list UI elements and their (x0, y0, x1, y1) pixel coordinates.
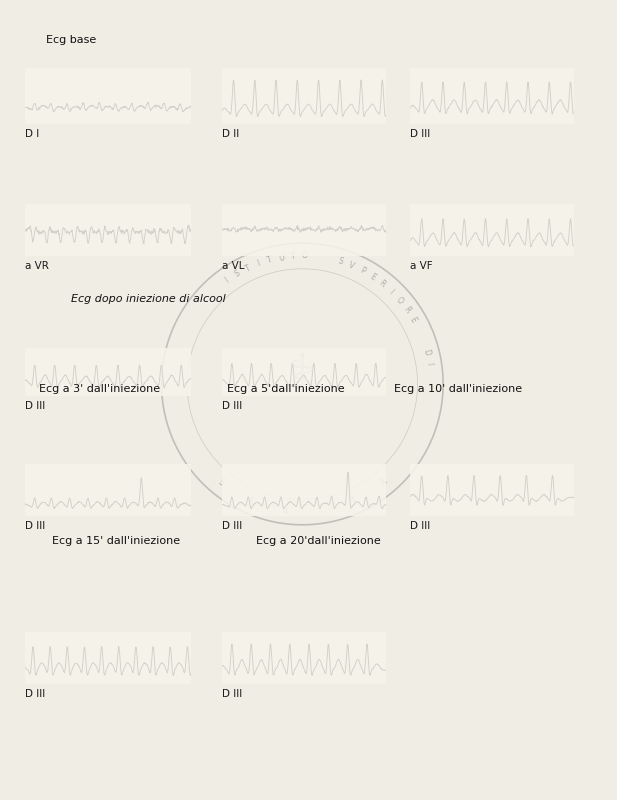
Text: N: N (281, 506, 288, 516)
Text: A: A (247, 496, 255, 506)
Text: D III: D III (222, 401, 242, 411)
Text: S: S (233, 269, 241, 279)
Text: I: I (424, 362, 433, 366)
Text: D III: D III (410, 129, 431, 139)
Text: ⚕: ⚕ (288, 350, 317, 402)
Text: I: I (387, 287, 395, 296)
Text: D III: D III (222, 689, 242, 699)
Text: T: T (350, 496, 358, 506)
Text: U: U (278, 253, 285, 262)
Text: S: S (336, 257, 344, 266)
Text: Ecg dopo iniezione di alcool: Ecg dopo iniezione di alcool (71, 294, 226, 304)
Text: O: O (394, 295, 404, 306)
Text: D III: D III (410, 521, 431, 531)
Text: Ecg a 10' dall'iniezione: Ecg a 10' dall'iniezione (394, 384, 522, 394)
Text: I: I (256, 259, 261, 268)
Text: E: E (368, 272, 377, 282)
Text: T: T (291, 252, 296, 261)
Text: O: O (302, 251, 308, 261)
Text: Ecg base: Ecg base (46, 35, 96, 45)
Text: D III: D III (25, 401, 45, 411)
Text: D III: D III (222, 521, 242, 531)
Text: I: I (223, 276, 231, 285)
Text: Ecg a 15' dall'iniezione: Ecg a 15' dall'iniezione (52, 536, 181, 546)
Text: R: R (401, 305, 412, 314)
Text: À: À (379, 478, 389, 488)
Text: a VL: a VL (222, 261, 244, 270)
Text: S: S (216, 478, 225, 488)
Text: V: V (347, 261, 355, 271)
Text: D II: D II (222, 129, 239, 139)
Text: D III: D III (25, 521, 45, 531)
Text: T: T (244, 263, 252, 274)
Text: T: T (267, 255, 273, 265)
Text: D: D (421, 348, 431, 356)
Text: P: P (358, 266, 366, 276)
Text: R: R (377, 278, 387, 289)
Text: Ecg a 20'dall'iniezione: Ecg a 20'dall'iniezione (256, 536, 381, 546)
Text: D III: D III (25, 689, 45, 699)
Text: D I: D I (25, 129, 39, 139)
Text: Ecg a 3' dall'iniezione: Ecg a 3' dall'iniezione (39, 384, 160, 394)
Text: E: E (408, 315, 418, 324)
Text: a VR: a VR (25, 261, 49, 270)
Text: Ecg a 5'dall'iniezione: Ecg a 5'dall'iniezione (227, 384, 345, 394)
Text: a VF: a VF (410, 261, 433, 270)
Text: I: I (318, 506, 321, 515)
